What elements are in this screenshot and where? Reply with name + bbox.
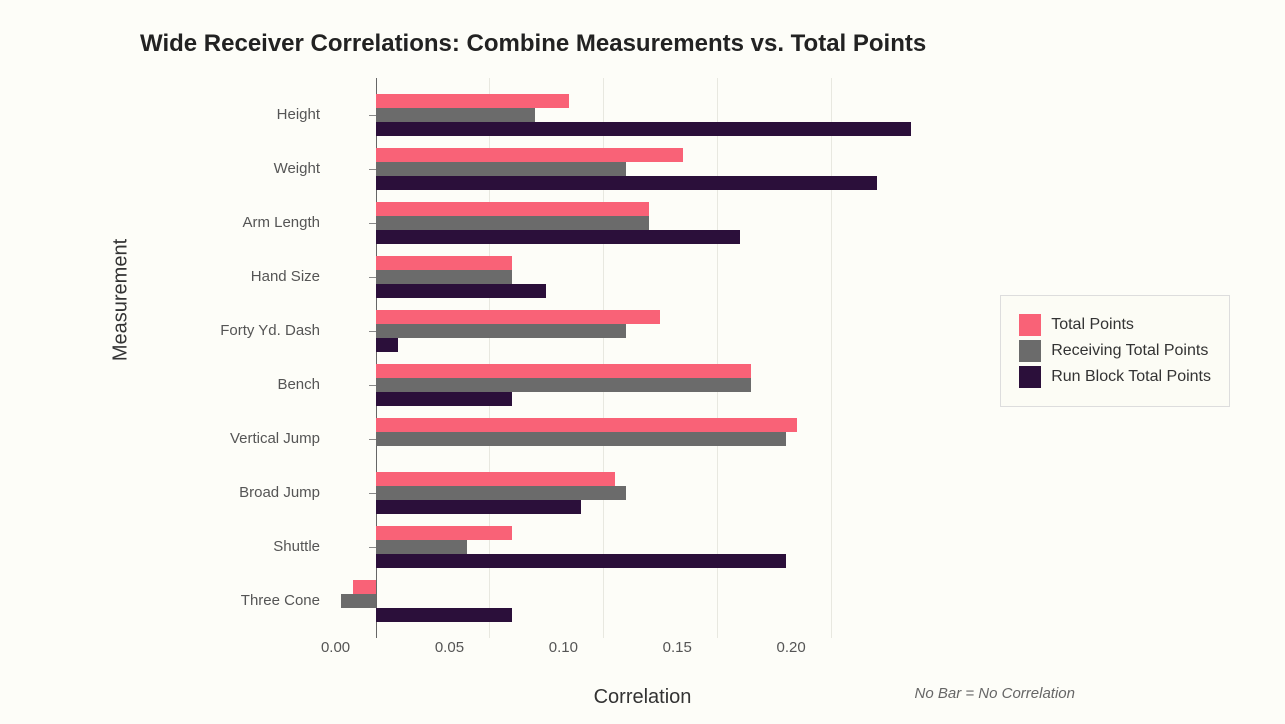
bar: [376, 418, 797, 432]
bar: [376, 122, 911, 136]
bar: [376, 378, 752, 392]
bar: [376, 256, 513, 270]
legend-item: Receiving Total Points: [1019, 340, 1211, 362]
bar: [341, 594, 375, 608]
x-axis: 0.00 0.05 0.10 0.15 0.20: [290, 639, 985, 669]
bar: [376, 324, 627, 338]
chart-container: Wide Receiver Correlations: Combine Meas…: [0, 0, 1285, 724]
y-tick-label: Three Cone: [241, 592, 320, 609]
y-tick-label: Bench: [277, 376, 320, 393]
bar: [376, 392, 513, 406]
legend-label: Receiving Total Points: [1051, 342, 1208, 360]
y-tick-label: Shuttle: [273, 538, 320, 555]
legend-label: Run Block Total Points: [1051, 368, 1211, 386]
bar: [376, 500, 581, 514]
bar: [376, 310, 661, 324]
bar: [376, 338, 399, 352]
x-tick-label: 0.05: [435, 639, 464, 656]
bar: [376, 162, 627, 176]
x-tick-label: 0.10: [549, 639, 578, 656]
chart-title: Wide Receiver Correlations: Combine Meas…: [140, 30, 1245, 58]
bar: [376, 432, 786, 446]
legend-item: Total Points: [1019, 314, 1211, 336]
bar: [376, 216, 649, 230]
bar: [376, 608, 513, 622]
x-axis-title: Correlation: [594, 686, 692, 709]
x-tick-label: 0.15: [663, 639, 692, 656]
y-tick-label: Height: [277, 106, 320, 123]
y-tick-label: Hand Size: [251, 268, 320, 285]
y-tick-label: Arm Length: [242, 214, 320, 231]
bars-layer: [330, 78, 945, 638]
x-tick-label: 0.20: [777, 639, 806, 656]
bar: [376, 148, 684, 162]
bar: [376, 284, 547, 298]
bar: [376, 364, 752, 378]
bar: [376, 270, 513, 284]
legend-swatch: [1019, 340, 1041, 362]
bar: [376, 472, 615, 486]
legend-swatch: [1019, 366, 1041, 388]
x-tick-label: 0.00: [321, 639, 350, 656]
legend: Total Points Receiving Total Points Run Bl…: [1000, 295, 1230, 407]
bar: [376, 540, 467, 554]
bar: [376, 486, 627, 500]
y-axis-title: Measurement: [110, 239, 133, 361]
chart-footnote: No Bar = No Correlation: [915, 685, 1076, 702]
bar: [376, 526, 513, 540]
bar: [376, 94, 570, 108]
legend-swatch: [1019, 314, 1041, 336]
bar: [376, 554, 786, 568]
plot-area: HeightWeightArm LengthHand SizeForty Yd.…: [330, 78, 945, 638]
y-tick-label: Weight: [274, 160, 320, 177]
y-tick-label: Forty Yd. Dash: [220, 322, 320, 339]
legend-item: Run Block Total Points: [1019, 366, 1211, 388]
bar: [376, 176, 877, 190]
bar: [353, 580, 376, 594]
bar: [376, 202, 649, 216]
y-tick-label: Broad Jump: [239, 484, 320, 501]
bar: [376, 230, 740, 244]
bar: [376, 108, 535, 122]
y-tick-label: Vertical Jump: [230, 430, 320, 447]
legend-label: Total Points: [1051, 316, 1134, 334]
y-axis-labels: Height Weight Arm Length Hand Size Forty Yd.…: [170, 78, 320, 638]
